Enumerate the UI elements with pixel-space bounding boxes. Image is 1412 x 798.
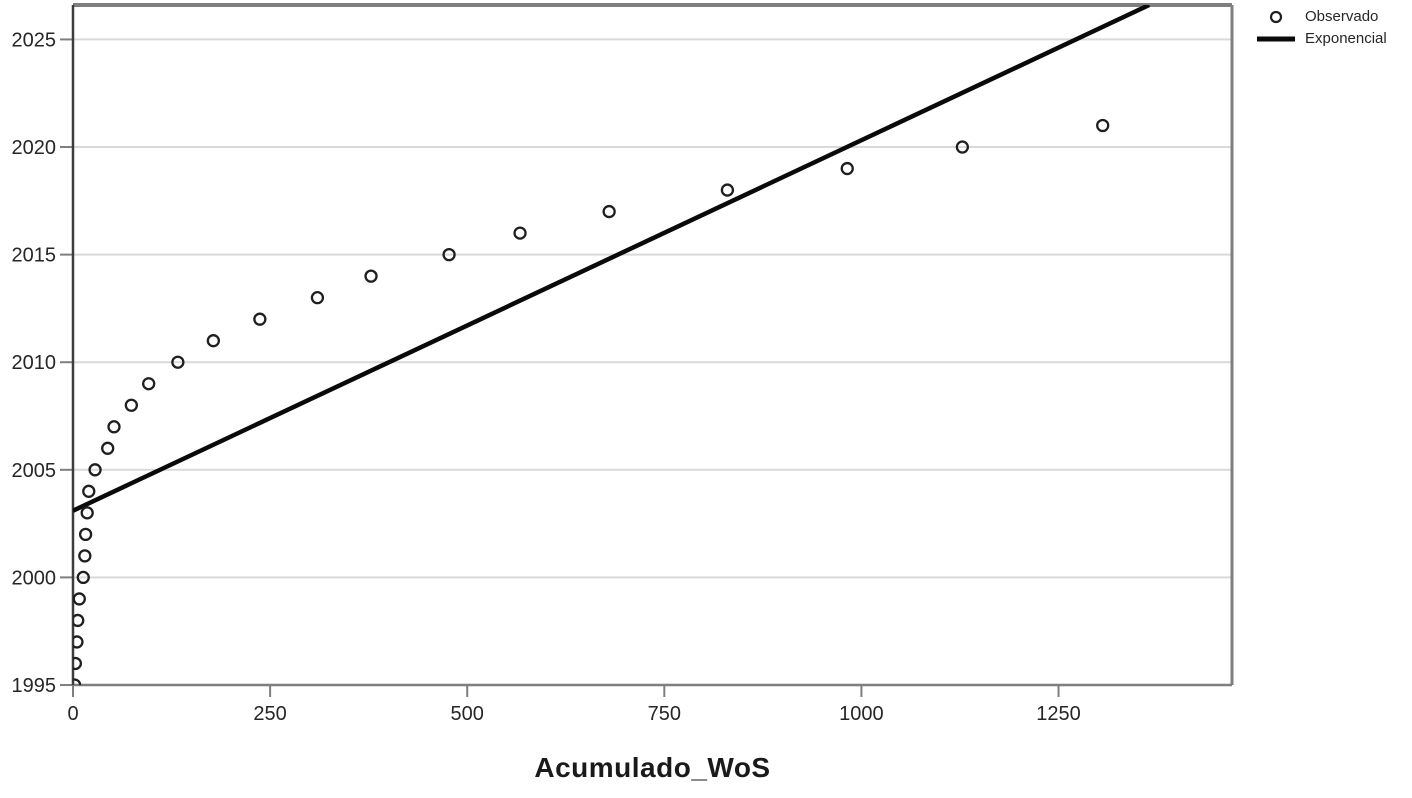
observed-point — [80, 506, 94, 520]
legend-label-exponential: Exponencial — [1305, 30, 1387, 47]
observed-point — [1096, 118, 1110, 133]
y-tick-label: 2010 — [12, 352, 57, 374]
observed-point — [602, 204, 616, 219]
observed-point — [107, 420, 121, 434]
observed-point — [73, 613, 85, 628]
x-tick-label: 500 — [451, 703, 484, 725]
y-tick-label: 2020 — [12, 137, 57, 159]
observed-point — [142, 377, 156, 391]
legend-label-observed: Observado — [1305, 8, 1379, 25]
observed-point — [76, 570, 90, 585]
x-axis-title: Acumulado_WoS — [534, 752, 771, 783]
legend: Observado Exponencial — [1256, 8, 1387, 47]
observed-point — [513, 226, 527, 240]
y-tick-label: 2005 — [12, 460, 57, 482]
observed-point — [840, 161, 854, 176]
legend-item-exponential: Exponencial — [1256, 30, 1387, 47]
observed-point — [442, 247, 456, 262]
legend-item-observed: Observado — [1256, 8, 1387, 25]
observed-point — [206, 334, 220, 348]
observed-point — [73, 656, 83, 671]
observed-point — [171, 355, 185, 369]
observed-point — [88, 463, 102, 477]
open-circle-marker-icon — [1256, 9, 1296, 25]
y-tick-label: 2000 — [12, 567, 57, 589]
observed-point — [124, 398, 138, 412]
x-tick-label: 1000 — [839, 703, 884, 725]
observed-point — [78, 549, 92, 563]
y-tick-label: 2015 — [12, 245, 57, 267]
x-tick-label: 750 — [648, 703, 681, 725]
trend-line — [73, 5, 1151, 513]
observed-point — [101, 441, 115, 455]
y-tick-label: 1995 — [12, 675, 57, 697]
line-marker-icon — [1256, 34, 1296, 44]
observed-point — [73, 592, 86, 606]
observed-point — [78, 527, 93, 542]
observed-point — [364, 269, 378, 283]
observed-point — [720, 183, 735, 197]
observed-point — [253, 312, 267, 326]
x-tick-label: 0 — [67, 703, 78, 725]
observed-point — [955, 140, 970, 154]
x-tick-label: 250 — [253, 703, 286, 725]
observed-point — [82, 484, 96, 498]
x-tick-label: 1250 — [1036, 703, 1081, 725]
observed-point — [310, 291, 325, 305]
observed-point — [73, 678, 82, 685]
observed-point — [73, 635, 84, 649]
y-tick-label: 2025 — [12, 29, 57, 51]
